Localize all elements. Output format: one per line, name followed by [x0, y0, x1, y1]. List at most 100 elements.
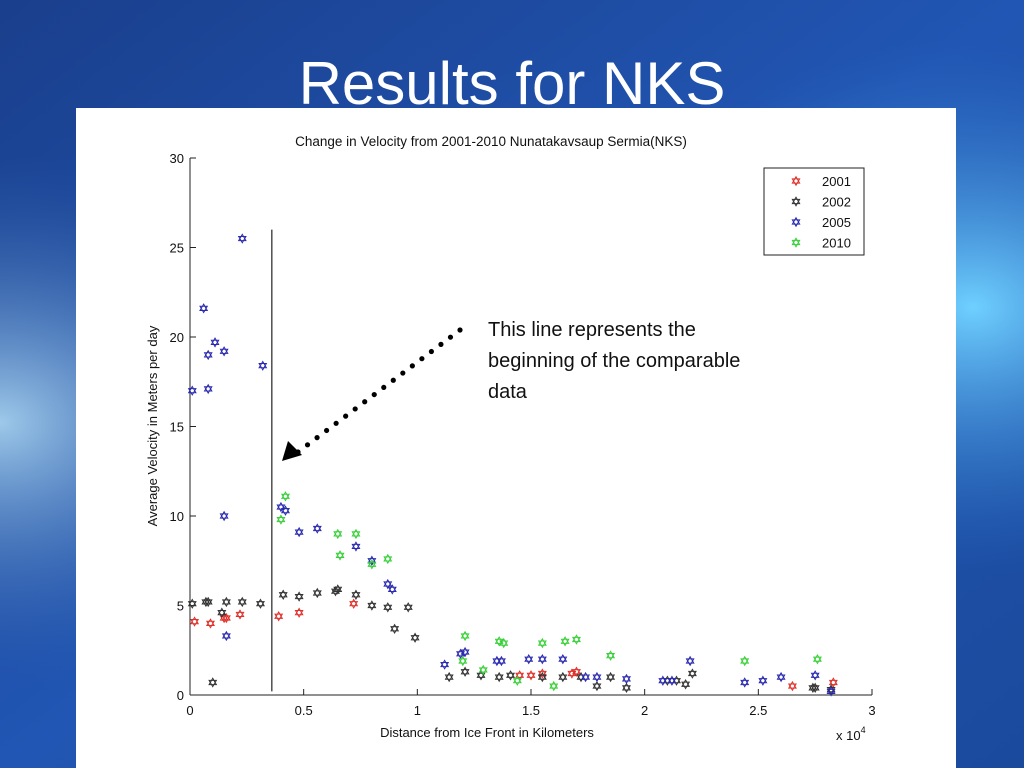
- legend-marker-2001: [791, 175, 801, 187]
- data-point-2002: [367, 600, 377, 611]
- data-point-2010: [812, 654, 822, 665]
- data-point-2010: [478, 664, 488, 676]
- data-point-2005: [558, 653, 568, 665]
- annotation-arrow-dot: [362, 399, 368, 405]
- x-axis-multiplier-exponent: 4: [861, 725, 866, 735]
- data-point-2002: [390, 623, 400, 634]
- data-point-2002: [681, 679, 691, 690]
- y-tick-label: 25: [170, 241, 184, 256]
- data-point-2002: [558, 671, 568, 683]
- legend-label: 2005: [822, 215, 851, 230]
- legend-label: 2002: [822, 195, 851, 210]
- data-point-2005: [219, 346, 229, 357]
- legend-label: 2010: [822, 236, 851, 251]
- series-2010: [276, 491, 822, 692]
- annotation-arrow-dot: [419, 356, 425, 362]
- data-point-2002: [592, 680, 602, 692]
- y-tick-label: 10: [170, 509, 184, 524]
- data-point-2002: [687, 668, 697, 679]
- annotation-arrow-dot: [314, 435, 320, 441]
- data-point-2010: [276, 514, 286, 525]
- data-point-2002: [444, 671, 454, 683]
- data-point-2010: [512, 675, 522, 686]
- data-point-2002: [221, 596, 231, 608]
- data-point-2005: [312, 523, 322, 534]
- annotation-arrow-dot: [438, 341, 444, 347]
- data-point-2005: [776, 671, 786, 683]
- data-point-2005: [658, 675, 668, 686]
- y-tick-label: 30: [170, 151, 184, 166]
- data-point-2010: [740, 655, 750, 667]
- annotation-text-line: beginning of the comparable: [488, 350, 740, 372]
- chart-figure: Change in Velocity from 2001-2010 Nunata…: [76, 108, 956, 768]
- data-point-2005: [187, 385, 197, 396]
- x-axis-multiplier-base: x 10: [836, 728, 861, 743]
- data-point-2005: [210, 337, 220, 348]
- series-2002: [187, 584, 836, 695]
- data-point-2002: [460, 666, 470, 677]
- data-point-2005: [440, 659, 450, 670]
- data-point-2005: [581, 671, 591, 683]
- data-point-2002: [621, 682, 631, 694]
- data-point-2010: [351, 528, 361, 540]
- x-axis-multiplier: x 104: [836, 725, 866, 743]
- data-point-2010: [560, 636, 570, 647]
- data-point-2005: [740, 677, 750, 688]
- data-point-2002: [410, 632, 420, 643]
- data-point-2002: [237, 596, 247, 608]
- legend-marker-2002: [791, 196, 801, 207]
- y-tick-label: 0: [177, 688, 184, 703]
- x-tick-label: 0: [186, 703, 193, 718]
- annotation-arrow-dot: [343, 413, 349, 419]
- data-point-2002: [537, 671, 547, 683]
- data-point-2010: [367, 559, 377, 570]
- data-point-2005: [203, 349, 213, 361]
- annotation-arrow-dot: [409, 363, 415, 369]
- slide-title: Results for NKS: [298, 50, 726, 117]
- data-point-2005: [258, 360, 268, 371]
- data-point-2002: [383, 602, 393, 613]
- data-point-2010: [383, 553, 393, 565]
- annotation-arrow-dot: [447, 334, 454, 340]
- data-point-2001: [571, 666, 581, 677]
- data-point-2002: [506, 670, 516, 681]
- data-point-2005: [387, 584, 397, 595]
- chart-title: Change in Velocity from 2001-2010 Nunata…: [295, 134, 687, 149]
- annotation-arrow-dot: [381, 384, 387, 391]
- data-point-2005: [219, 510, 229, 522]
- data-points: [187, 233, 838, 697]
- data-point-2002: [333, 584, 343, 595]
- annotation-arrow-dot: [333, 420, 339, 426]
- data-point-2005: [592, 671, 602, 683]
- data-point-2005: [280, 505, 290, 516]
- x-axis-label: Distance from Ice Front in Kilometers: [380, 725, 594, 740]
- x-tick-label: 3: [868, 703, 875, 718]
- annotation-arrow-dot: [304, 442, 311, 448]
- data-point-2001: [235, 609, 245, 620]
- annotation-arrow-dot: [457, 327, 463, 333]
- data-point-2001: [526, 670, 536, 681]
- data-point-2001: [274, 611, 284, 622]
- data-point-2002: [217, 607, 227, 618]
- annotation-arrow-dot: [323, 427, 330, 434]
- annotation-arrow-dot: [352, 406, 358, 412]
- annotation-text-line: data: [488, 381, 528, 403]
- annotation-arrow-head: [282, 441, 302, 461]
- data-point-2001: [190, 616, 200, 627]
- data-point-2010: [549, 680, 559, 692]
- x-tick-label: 2.5: [749, 703, 767, 718]
- data-point-2005: [537, 653, 547, 665]
- data-point-2005: [203, 383, 213, 395]
- data-point-2002: [255, 598, 265, 609]
- data-point-2005: [826, 686, 836, 697]
- y-tick-label: 20: [170, 330, 184, 345]
- data-point-2005: [810, 670, 820, 681]
- legend: 2001 2002 2005 2010: [763, 167, 865, 256]
- data-point-2002: [203, 596, 213, 608]
- data-point-2005: [496, 655, 506, 667]
- data-point-2002: [606, 671, 616, 683]
- x-tick-label: 2: [641, 703, 648, 718]
- data-point-2001: [349, 598, 359, 609]
- legend-box: [763, 167, 865, 256]
- data-point-2010: [460, 630, 470, 642]
